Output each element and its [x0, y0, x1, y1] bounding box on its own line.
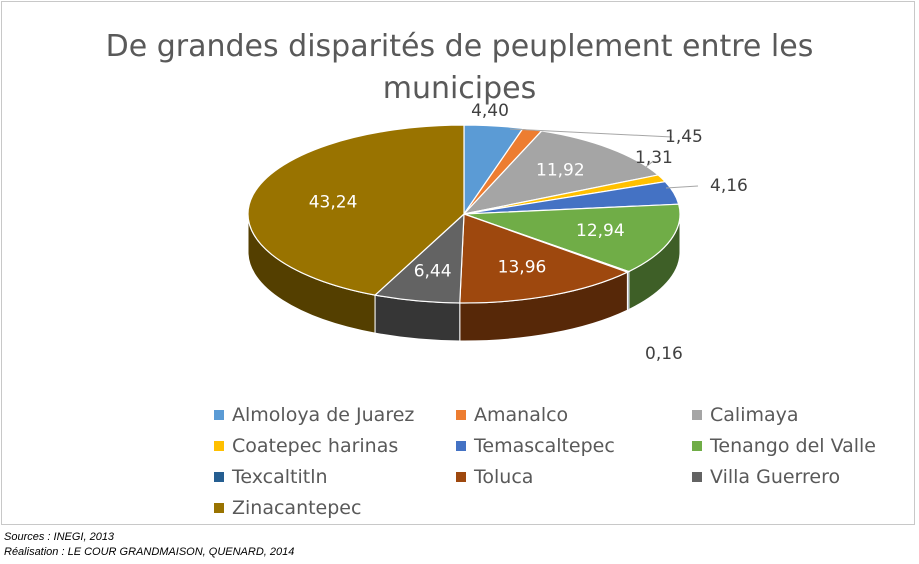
- legend-item-texcaltitln: Texcaltitln: [214, 463, 328, 491]
- legend-swatch: [214, 472, 224, 482]
- legend-swatch: [214, 410, 224, 420]
- legend-label: Temascaltepec: [474, 435, 615, 457]
- legend-label: Zinacantepec: [232, 497, 362, 519]
- legend-swatch: [692, 410, 702, 420]
- data-label-amanalco: 1,45: [665, 127, 703, 147]
- pie-slice-calimaya: [462, 130, 660, 215]
- source-note: Sources : INEGI, 2013: [4, 531, 115, 543]
- legend-item-coatepec-harinas: Coatepec harinas: [214, 432, 398, 460]
- legend-label: Texcaltitln: [232, 466, 328, 488]
- legend-item-toluca: Toluca: [456, 463, 533, 491]
- legend-label: Calimaya: [710, 404, 799, 426]
- pie-slice-tenango-del-valle: [463, 203, 681, 273]
- legend-label: Toluca: [474, 466, 534, 488]
- chart-title-text: De grandes disparités de peuplement entr…: [105, 29, 814, 106]
- legend-swatch: [214, 441, 224, 451]
- data-label-almoloya-de-juarez: 4,40: [471, 101, 509, 121]
- legend-item-tenango-del-valle: Tenango del Valle: [692, 432, 876, 460]
- legend-label: Amanalco: [474, 404, 569, 426]
- pie-chart: 4,40 1,45 11,92 1,31 4,16 12,94 0,16 13,96 6,44 4…: [247, 101, 748, 364]
- data-label-tenango-del-valle: 12,94: [576, 221, 625, 241]
- legend-swatch: [692, 441, 702, 451]
- data-label-temascaltepec: 4,16: [710, 176, 748, 196]
- legend-label: Tenango del Valle: [710, 435, 876, 457]
- credit-note: Réalisation : LE COUR GRANDMAISON, QUENA…: [4, 546, 295, 558]
- leader-line-coatepec-harinas: [640, 161, 653, 172]
- pie-slice-zinacantepec: [247, 124, 465, 296]
- data-label-texcaltitln: 0,16: [645, 344, 683, 364]
- data-label-villa-guerrero: 6,44: [414, 261, 452, 281]
- data-label-coatepec-harinas: 1,31: [635, 148, 673, 168]
- legend-item-amanalco: Amanalco: [456, 401, 568, 429]
- legend-label: Almoloya de Juarez: [232, 404, 415, 426]
- legend-swatch: [692, 472, 702, 482]
- legend-item-villa-guerrero: Villa Guerrero: [692, 463, 840, 491]
- data-label-calimaya: 11,92: [536, 161, 585, 181]
- legend-item-calimaya: Calimaya: [692, 401, 799, 429]
- legend-swatch: [456, 472, 466, 482]
- legend-swatch: [214, 503, 224, 513]
- legend-label: Coatepec harinas: [232, 435, 399, 457]
- data-label-toluca: 13,96: [498, 258, 547, 278]
- leader-line-temascaltepec: [665, 185, 699, 189]
- data-label-zinacantepec: 43,24: [309, 192, 358, 212]
- legend-swatch: [456, 441, 466, 451]
- legend-label: Villa Guerrero: [710, 466, 841, 488]
- legend-item-almoloya-de-juarez: Almoloya de Juarez: [214, 401, 414, 429]
- legend-item-zinacantepec: Zinacantepec: [214, 494, 361, 522]
- legend-item-temascaltepec: Temascaltepec: [456, 432, 615, 460]
- pie-slice-toluca: [459, 213, 629, 304]
- chart-title: De grandes disparités de peuplement entr…: [0, 26, 919, 110]
- leader-line-amanalco: [509, 128, 673, 138]
- legend-swatch: [456, 410, 466, 420]
